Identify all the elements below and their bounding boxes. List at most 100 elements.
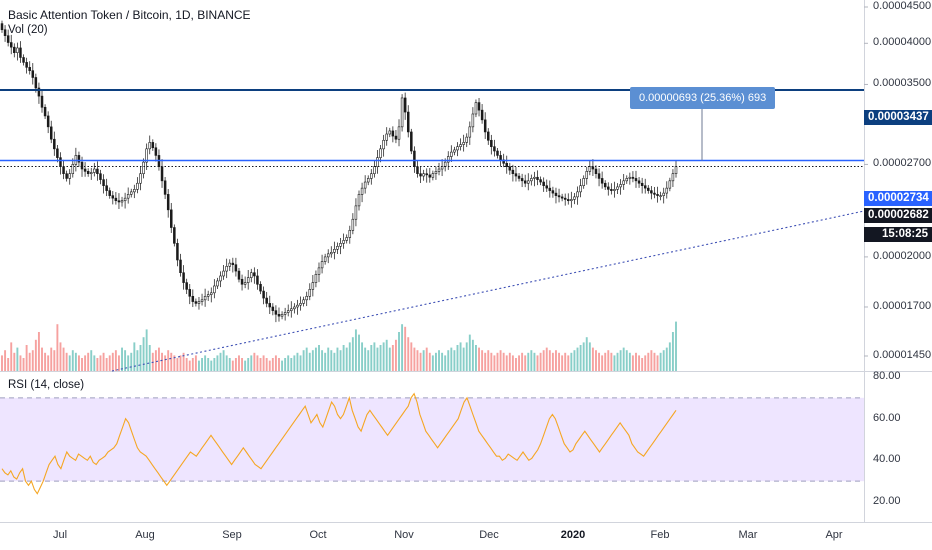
candle bbox=[240, 278, 244, 285]
candle bbox=[243, 282, 247, 285]
volume-bar bbox=[524, 355, 527, 371]
candle bbox=[363, 181, 367, 189]
candle bbox=[274, 310, 278, 315]
volume-bar bbox=[548, 350, 551, 371]
chart-title[interactable]: Basic Attention Token / Bitcoin, 1D, BIN… bbox=[8, 8, 251, 22]
candle bbox=[9, 42, 13, 48]
volume-bar bbox=[333, 352, 336, 371]
candle bbox=[548, 187, 552, 191]
candle bbox=[520, 178, 524, 182]
candle bbox=[508, 166, 512, 171]
volume-bar bbox=[324, 352, 327, 371]
volume-bar bbox=[610, 352, 613, 371]
volume-indicator-label[interactable]: Vol (20) bbox=[8, 24, 48, 36]
volume-bar bbox=[253, 352, 256, 371]
candle bbox=[206, 294, 210, 297]
volume-bar bbox=[81, 358, 83, 371]
candle bbox=[631, 176, 635, 179]
volume-bar bbox=[121, 347, 123, 371]
candle bbox=[120, 200, 124, 203]
candle bbox=[305, 295, 308, 301]
candle bbox=[551, 190, 555, 194]
volume-bar bbox=[641, 358, 644, 371]
candle bbox=[391, 130, 395, 137]
volume-bar bbox=[231, 360, 234, 371]
volume-bar bbox=[158, 347, 160, 371]
candle bbox=[253, 272, 256, 277]
countdown-tag: 15:08:25 bbox=[864, 227, 932, 242]
volume-bar bbox=[650, 350, 653, 371]
candle bbox=[582, 178, 585, 186]
time-tick-label: Aug bbox=[135, 529, 155, 541]
candle bbox=[511, 169, 515, 174]
candle bbox=[637, 180, 641, 184]
candle bbox=[530, 178, 533, 182]
volume-bar bbox=[419, 352, 422, 371]
rsi-tick-label: 80.00 bbox=[873, 370, 901, 382]
candle bbox=[323, 256, 327, 262]
candle bbox=[366, 178, 370, 183]
volume-bar bbox=[410, 342, 413, 371]
candle bbox=[234, 264, 238, 272]
volume-bar bbox=[647, 352, 650, 371]
volume-bar bbox=[124, 350, 127, 371]
volume-bar bbox=[247, 358, 250, 371]
volume-bar bbox=[50, 347, 53, 371]
volume-bar bbox=[108, 355, 111, 371]
candle bbox=[296, 304, 299, 308]
rsi-indicator-label[interactable]: RSI (14, close) bbox=[8, 379, 85, 391]
candle bbox=[523, 180, 527, 184]
volume-bar bbox=[475, 345, 477, 371]
candle bbox=[628, 176, 632, 179]
volume-bar bbox=[558, 352, 561, 371]
measure-label[interactable]: 0.00000693 (25.36%) 693 bbox=[630, 87, 776, 109]
candle bbox=[579, 185, 582, 193]
volume-bar bbox=[644, 355, 647, 371]
candle bbox=[299, 303, 302, 306]
candle bbox=[471, 113, 475, 128]
volume-bar bbox=[299, 355, 302, 371]
candle bbox=[671, 173, 675, 182]
candle bbox=[16, 47, 19, 53]
candle bbox=[662, 192, 665, 196]
time-tick-label: Jul bbox=[52, 529, 68, 541]
trendline bbox=[111, 210, 865, 372]
candle bbox=[160, 166, 164, 182]
volume-bar bbox=[404, 326, 407, 371]
volume-bar bbox=[438, 350, 440, 371]
volume-bar bbox=[336, 347, 339, 371]
volume-bar bbox=[379, 345, 382, 371]
volume-bar bbox=[496, 352, 499, 371]
candle bbox=[105, 185, 108, 191]
volume-bar bbox=[188, 360, 191, 371]
candle bbox=[563, 197, 567, 200]
volume-bar bbox=[539, 352, 542, 371]
volume-bar bbox=[274, 355, 277, 371]
volume-bar bbox=[44, 352, 47, 371]
volume-bar bbox=[99, 355, 102, 371]
volume-bar bbox=[47, 355, 50, 371]
volume-bar bbox=[93, 355, 96, 371]
candle bbox=[554, 192, 558, 196]
volume-bar bbox=[102, 352, 105, 371]
candle bbox=[505, 162, 508, 168]
volume-bar bbox=[376, 347, 379, 371]
candle bbox=[640, 182, 644, 186]
candle bbox=[320, 261, 324, 269]
volume-bar bbox=[622, 347, 625, 371]
candle bbox=[46, 115, 50, 128]
volume-bar bbox=[542, 350, 545, 371]
candle bbox=[139, 173, 142, 184]
candle bbox=[176, 243, 179, 261]
volume-bar bbox=[635, 352, 637, 371]
candle bbox=[373, 166, 376, 174]
candle bbox=[166, 194, 170, 211]
volume-bar bbox=[582, 342, 585, 371]
volume-bar bbox=[416, 350, 419, 371]
volume-bar bbox=[318, 345, 320, 371]
time-tick-label: Nov bbox=[394, 529, 414, 541]
candle bbox=[616, 186, 619, 190]
volume-bar bbox=[207, 358, 210, 371]
volume-bar bbox=[502, 352, 505, 371]
